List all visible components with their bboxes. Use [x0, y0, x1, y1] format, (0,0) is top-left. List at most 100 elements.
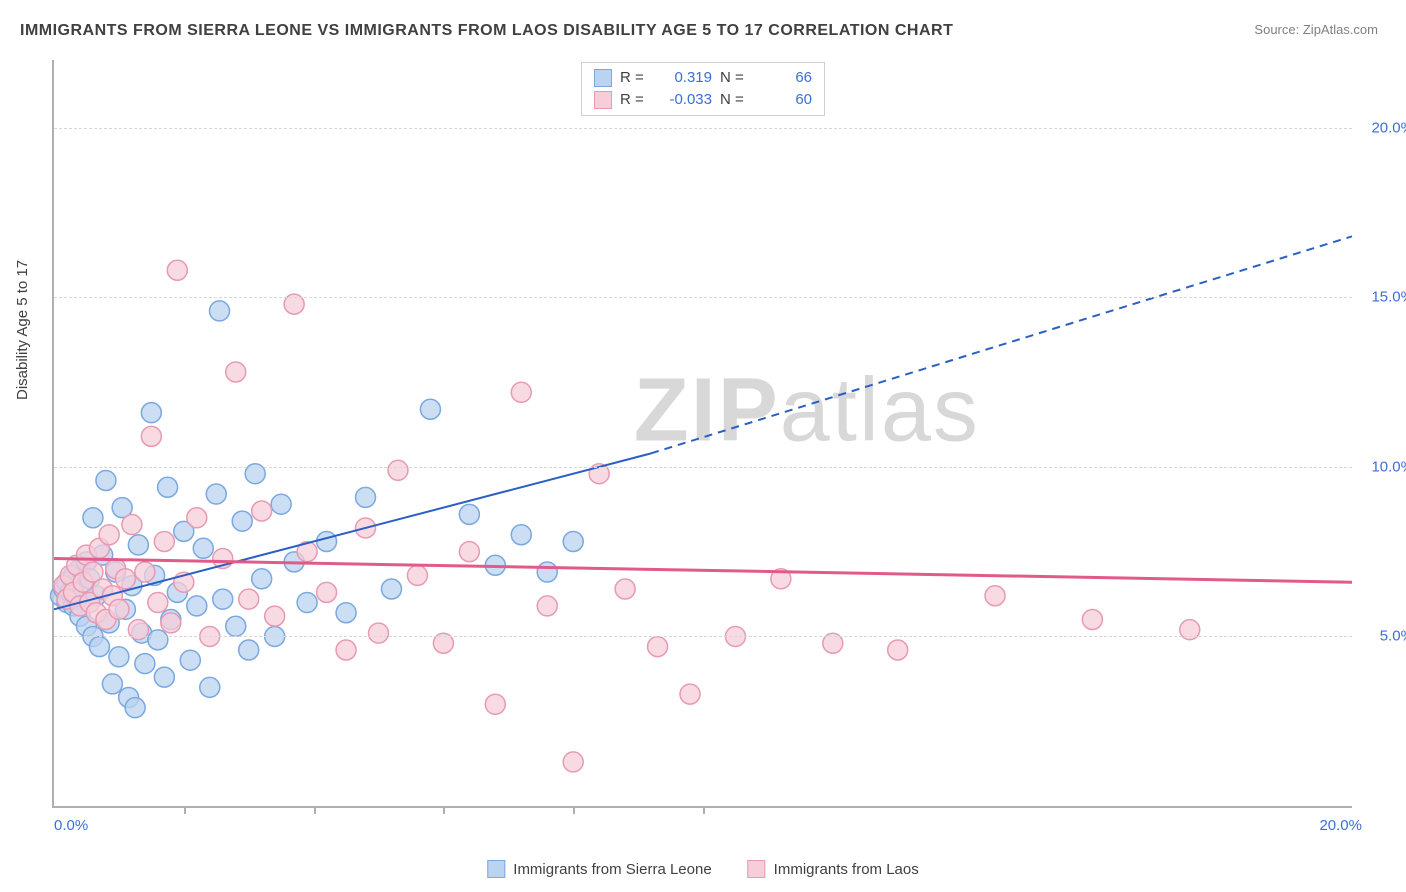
- data-point: [317, 532, 337, 552]
- data-point: [485, 694, 505, 714]
- legend-r-value-2: -0.033: [656, 89, 712, 111]
- data-point: [180, 650, 200, 670]
- data-point: [96, 470, 116, 490]
- chart-svg: [54, 60, 1352, 806]
- data-point: [99, 525, 119, 545]
- legend-entry-2: Immigrants from Laos: [748, 860, 919, 878]
- data-point: [213, 589, 233, 609]
- data-point: [420, 399, 440, 419]
- data-point: [135, 654, 155, 674]
- y-tick-label: 5.0%: [1380, 628, 1406, 645]
- y-tick-label: 20.0%: [1371, 119, 1406, 136]
- gridline: [54, 297, 1352, 298]
- legend-r-label: R =: [620, 67, 648, 89]
- legend-n-label: N =: [720, 67, 748, 89]
- legend-r-value-1: 0.319: [656, 67, 712, 89]
- data-point: [158, 477, 178, 497]
- x-tick-mark: [314, 806, 316, 814]
- x-tick-mark: [703, 806, 705, 814]
- data-point: [167, 260, 187, 280]
- data-point: [563, 752, 583, 772]
- data-point: [297, 593, 317, 613]
- correlation-legend: R = 0.319 N = 66 R = -0.033 N = 60: [581, 62, 825, 116]
- data-point: [459, 504, 479, 524]
- legend-swatch-2: [594, 91, 612, 109]
- data-point: [537, 596, 557, 616]
- legend-n-value-2: 60: [756, 89, 812, 111]
- data-point: [135, 562, 155, 582]
- gridline: [54, 128, 1352, 129]
- data-point: [154, 532, 174, 552]
- data-point: [563, 532, 583, 552]
- plot-area: ZIPatlas 0.0% 20.0% 5.0%10.0%15.0%20.0%: [52, 60, 1352, 808]
- legend-series-name-1: Immigrants from Sierra Leone: [513, 861, 711, 878]
- data-point: [511, 525, 531, 545]
- data-point: [1082, 610, 1102, 630]
- data-point: [317, 582, 337, 602]
- x-tick-min: 0.0%: [54, 817, 88, 834]
- trend-line-extrapolated: [651, 236, 1352, 453]
- data-point: [226, 362, 246, 382]
- gridline: [54, 467, 1352, 468]
- data-point: [206, 484, 226, 504]
- data-point: [161, 613, 181, 633]
- data-point: [193, 538, 213, 558]
- legend-row-series-1: R = 0.319 N = 66: [594, 67, 812, 89]
- y-axis-label: Disability Age 5 to 17: [14, 260, 31, 400]
- data-point: [83, 508, 103, 528]
- trend-line: [54, 453, 651, 609]
- data-point: [459, 542, 479, 562]
- legend-series-name-2: Immigrants from Laos: [774, 861, 919, 878]
- data-point: [102, 674, 122, 694]
- x-tick-mark: [573, 806, 575, 814]
- data-point: [148, 630, 168, 650]
- data-point: [336, 640, 356, 660]
- data-point: [89, 637, 109, 657]
- data-point: [680, 684, 700, 704]
- gridline: [54, 636, 1352, 637]
- source-label: Source:: [1254, 22, 1299, 37]
- data-point: [115, 569, 135, 589]
- x-tick-max: 20.0%: [1319, 817, 1362, 834]
- data-point: [985, 586, 1005, 606]
- data-point: [209, 301, 229, 321]
- data-point: [148, 593, 168, 613]
- data-point: [356, 487, 376, 507]
- legend-r-label: R =: [620, 89, 648, 111]
- data-point: [200, 677, 220, 697]
- data-point: [888, 640, 908, 660]
- data-point: [187, 508, 207, 528]
- legend-swatch-bottom-2: [748, 860, 766, 878]
- legend-row-series-2: R = -0.033 N = 60: [594, 89, 812, 111]
- y-tick-label: 10.0%: [1371, 458, 1406, 475]
- chart-title: IMMIGRANTS FROM SIERRA LEONE VS IMMIGRAN…: [20, 22, 953, 40]
- data-point: [239, 640, 259, 660]
- data-point: [125, 698, 145, 718]
- data-point: [265, 606, 285, 626]
- series-legend: Immigrants from Sierra Leone Immigrants …: [487, 860, 918, 878]
- data-point: [154, 667, 174, 687]
- legend-n-label: N =: [720, 89, 748, 111]
- data-point: [128, 535, 148, 555]
- data-point: [388, 460, 408, 480]
- x-tick-mark: [443, 806, 445, 814]
- data-point: [511, 382, 531, 402]
- data-point: [407, 565, 427, 585]
- x-tick-mark: [184, 806, 186, 814]
- data-point: [537, 562, 557, 582]
- data-point: [252, 501, 272, 521]
- data-point: [141, 426, 161, 446]
- data-point: [271, 494, 291, 514]
- data-point: [252, 569, 272, 589]
- data-point: [122, 515, 142, 535]
- data-point: [336, 603, 356, 623]
- data-point: [141, 403, 161, 423]
- legend-n-value-1: 66: [756, 67, 812, 89]
- data-point: [369, 623, 389, 643]
- data-point: [648, 637, 668, 657]
- data-point: [109, 599, 129, 619]
- trend-line: [54, 558, 1352, 582]
- source-value: ZipAtlas.com: [1303, 22, 1378, 37]
- data-point: [615, 579, 635, 599]
- y-tick-label: 15.0%: [1371, 289, 1406, 306]
